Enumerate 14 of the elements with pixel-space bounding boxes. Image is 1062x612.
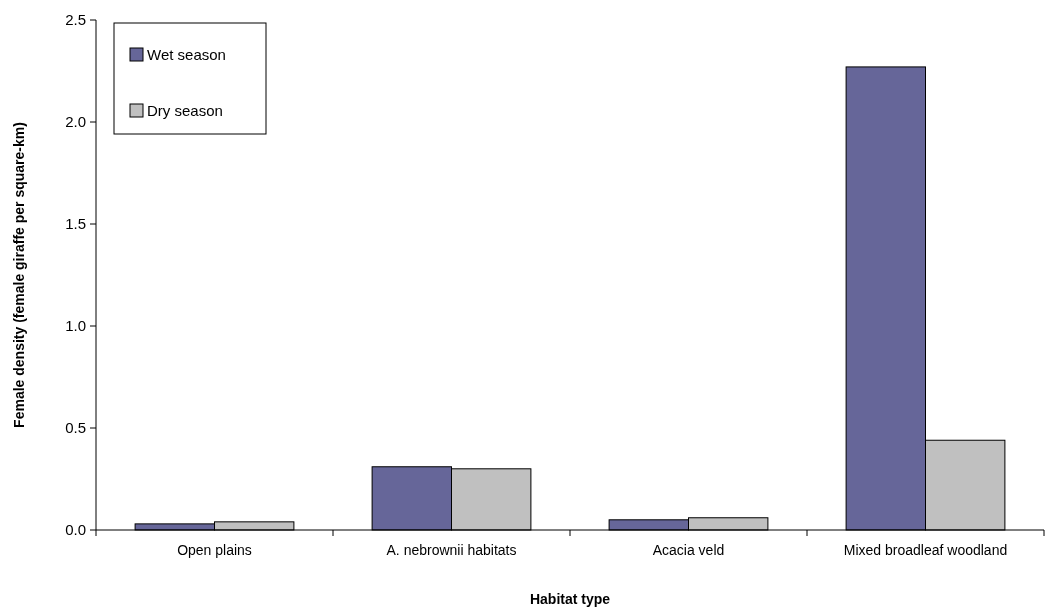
x-tick-label: Mixed broadleaf woodland <box>843 542 1008 558</box>
y-tick-label: 2.0 <box>65 113 86 131</box>
y-axis-title: Female density (female giraffe per square-km) <box>11 122 27 428</box>
x-tick-label: Open plains <box>177 542 252 558</box>
x-tick-label: A. nebrownii habitats <box>386 542 517 558</box>
x-axis-title: Habitat type <box>529 591 611 607</box>
x-tick-label: Acacia veld <box>652 542 725 558</box>
legend-label: Wet season <box>147 46 226 64</box>
y-tick-label: 1.5 <box>65 215 86 233</box>
y-tick-label: 0.0 <box>65 521 86 539</box>
legend-label: Dry season <box>147 102 223 120</box>
y-tick-label: 1.0 <box>65 317 86 335</box>
y-tick-label: 0.5 <box>65 419 86 437</box>
y-tick-label: 2.5 <box>65 11 86 29</box>
